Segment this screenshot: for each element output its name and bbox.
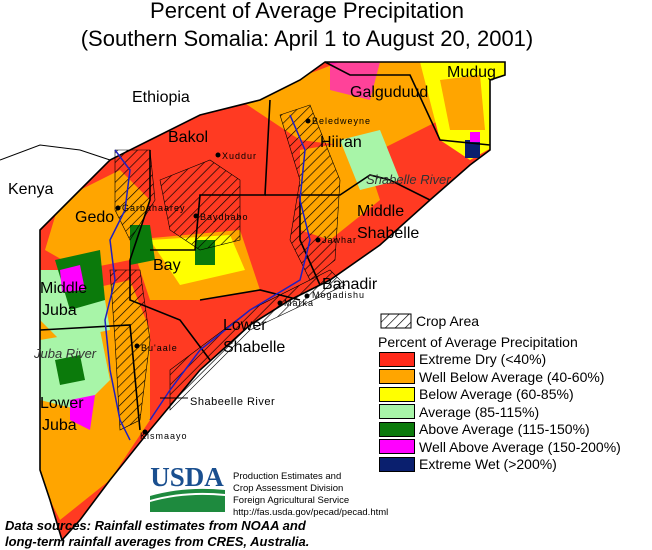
usda-logo: USDA	[150, 462, 225, 512]
town-xuddur: Xuddur	[222, 151, 258, 161]
legend-item: Well Above Average (150-200%)	[379, 439, 621, 455]
town-bulaale: Bu'aale	[141, 343, 178, 353]
legend-label: Below Average (60-85%)	[419, 386, 574, 402]
legend-swatch	[379, 439, 415, 454]
crop-areas	[109, 104, 346, 431]
town-markers	[115, 118, 321, 435]
legend-item: Average (85-115%)	[379, 404, 539, 420]
legend-item: Extreme Dry (<40%)	[379, 351, 546, 367]
legend-title: Percent of Average Precipitation	[378, 334, 578, 350]
town-beledweyne: Beledweyne	[312, 116, 372, 126]
legend-swatch	[379, 421, 415, 437]
region-label-middle-shabelle-1: Middle	[357, 203, 405, 220]
legend-item: Well Below Average (40-60%)	[379, 369, 604, 385]
legend-item: Below Average (60-85%)	[379, 386, 574, 402]
legend-label: Above Average (115-150%)	[419, 421, 590, 437]
river-label-juba: Juba River	[34, 346, 97, 361]
region-label-lower-juba-2: Juba	[42, 417, 77, 434]
town-baydhabo: Baydhabo	[200, 212, 249, 222]
region-borders	[39, 61, 506, 542]
town-marka: Marka	[284, 298, 315, 308]
town-jawhar: Jawhar	[322, 235, 358, 245]
data-sources: Data sources: Rainfall estimates from NO…	[5, 518, 309, 550]
region-label-banadir: Banadir	[322, 276, 378, 293]
legend-item: Extreme Wet (>200%)	[379, 456, 557, 472]
credit-line: Foreign Agricultural Service	[233, 495, 350, 506]
legend-label: Well Above Average (150-200%)	[419, 438, 621, 455]
legend-item: Above Average (115-150%)	[379, 421, 590, 437]
region-label-bay: Bay	[153, 257, 181, 274]
region-label-middle-shabelle-2: Shabelle	[357, 225, 420, 242]
crop-area-swatch	[380, 313, 412, 329]
legend-label: Average (85-115%)	[419, 403, 540, 420]
svg-text:USDA: USDA	[150, 462, 224, 492]
river-label-shabeelle: Shabeelle River	[190, 396, 276, 408]
river-label-shabelle: Shabelle River	[366, 172, 451, 187]
country-label-ethiopia: Ethiopia	[132, 89, 190, 106]
border-line	[0, 144, 111, 161]
country-label-kenya: Kenya	[8, 181, 54, 198]
region-label-lower-juba-1: Lower	[40, 395, 84, 412]
region-label-mudug: Mudug	[447, 64, 496, 81]
legend-swatch	[379, 386, 415, 402]
town-mogadishu: Mogadishu	[312, 290, 366, 300]
region-label-lower-shabelle-2: Shabelle	[223, 339, 286, 356]
legend-crop-area: Crop Area	[416, 313, 480, 329]
sources-line: Data sources: Rainfall estimates from NO…	[5, 518, 306, 533]
town-kismaayo: Kismaayo	[140, 431, 188, 441]
sources-line: long-term rainfall averages from CRES, A…	[5, 534, 310, 549]
credit-line: Crop Assessment Division	[233, 483, 344, 494]
credit-line: Production Estimates and	[233, 471, 342, 482]
legend-label: Extreme Wet (>200%)	[419, 456, 557, 472]
region-label-galguduud: Galguduud	[350, 84, 429, 101]
shabelle-river	[149, 114, 311, 421]
region-label-hiiran: Hiiran	[320, 134, 362, 151]
legend-swatch	[379, 369, 415, 384]
credit-block: Production Estimates and Crop Assessment…	[233, 471, 388, 519]
region-label-middle-juba-2: Juba	[42, 302, 77, 319]
credit-url: http://fas.usda.gov/pecad/pecad.html	[233, 507, 389, 518]
region-label-middle-juba-1: Middle	[40, 280, 88, 297]
map-title: Percent of Average Precipitation	[150, 0, 464, 23]
rivers	[104, 114, 311, 441]
town-garbahaarey: Garbahaarey	[122, 203, 186, 213]
legend-label: Well Below Average (40-60%)	[419, 368, 605, 385]
region-label-bakol: Bakol	[168, 129, 209, 146]
legend-swatch	[379, 456, 415, 472]
legend-swatch	[379, 351, 415, 367]
region-label-lower-shabelle-1: Lower	[223, 317, 267, 334]
juba-river	[104, 149, 131, 441]
region-label-gedo: Gedo	[75, 209, 115, 226]
legend-swatch	[379, 404, 415, 419]
map-subtitle: (Southern Somalia: April 1 to August 20,…	[80, 26, 534, 51]
legend-label: Extreme Dry (<40%)	[419, 351, 547, 367]
